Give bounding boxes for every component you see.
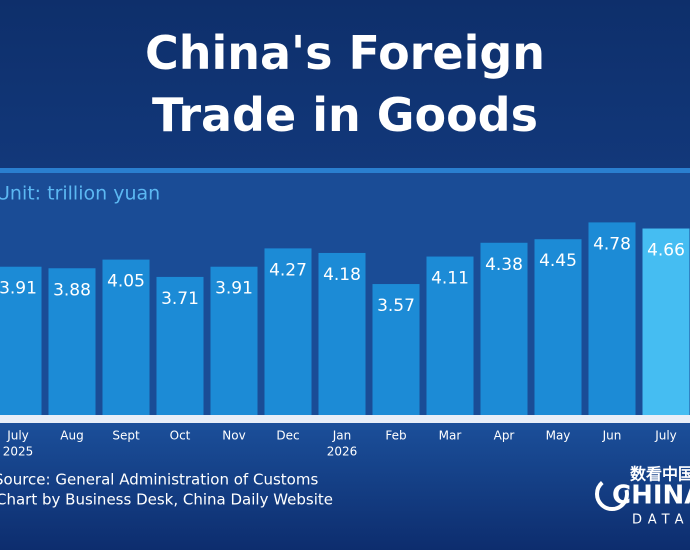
value-label: 4.78 (593, 234, 631, 254)
value-label: 4.27 (269, 260, 307, 280)
bar (480, 242, 528, 415)
value-label: 3.91 (215, 279, 253, 299)
x-tick-label: Mar (439, 429, 462, 443)
bar (372, 284, 420, 415)
x-tick-label: July (654, 429, 677, 443)
baseline-band (0, 415, 690, 423)
logo-sub: DATA (632, 513, 690, 528)
value-label: 4.05 (107, 272, 145, 292)
value-label: 4.18 (323, 265, 361, 285)
bar (156, 276, 204, 415)
footer-area (0, 423, 690, 550)
logo-main: CHINA (612, 481, 690, 511)
bar (264, 248, 312, 415)
x-tick-label: Feb (385, 429, 406, 443)
chart-title: China's Foreign Trade in Goods (144, 26, 546, 142)
value-label: 4.11 (431, 269, 469, 289)
x-tick-label: Jun (602, 429, 622, 443)
x-year-label: 2026 (327, 445, 358, 459)
bar (642, 228, 690, 415)
bar (588, 222, 636, 415)
bar (426, 256, 474, 415)
bar (318, 252, 366, 415)
x-tick-label: Jan (332, 429, 352, 443)
value-label: 3.88 (53, 280, 91, 300)
x-year-label: 2025 (3, 445, 34, 459)
bar (210, 266, 258, 415)
value-label: 4.66 (647, 241, 685, 261)
x-tick-label: Sept (112, 429, 140, 443)
value-label: 3.57 (377, 296, 415, 316)
x-tick-label: Aug (60, 429, 83, 443)
divider (0, 168, 690, 173)
x-tick-label: Apr (494, 429, 515, 443)
value-label: 4.38 (485, 255, 523, 275)
value-label: 4.45 (539, 251, 577, 271)
x-tick-label: Oct (170, 429, 191, 443)
x-tick-label: May (546, 429, 571, 443)
bar (534, 239, 582, 415)
x-tick-label: Dec (276, 429, 299, 443)
value-label: 3.91 (0, 279, 37, 299)
x-tick-label: Nov (222, 429, 245, 443)
bar (102, 259, 150, 415)
source: Source: General Administration of Custom… (0, 471, 318, 489)
logo-top: 数看中国 (630, 465, 690, 484)
logo-ring (595, 477, 629, 511)
x-tick-label: July (6, 429, 29, 443)
unit-label: Unit: trillion yuan (0, 183, 160, 205)
credit: Chart by Business Desk, China Daily Webs… (0, 491, 333, 509)
bar (48, 268, 96, 415)
value-label: 3.71 (161, 289, 199, 309)
bar (0, 266, 42, 415)
